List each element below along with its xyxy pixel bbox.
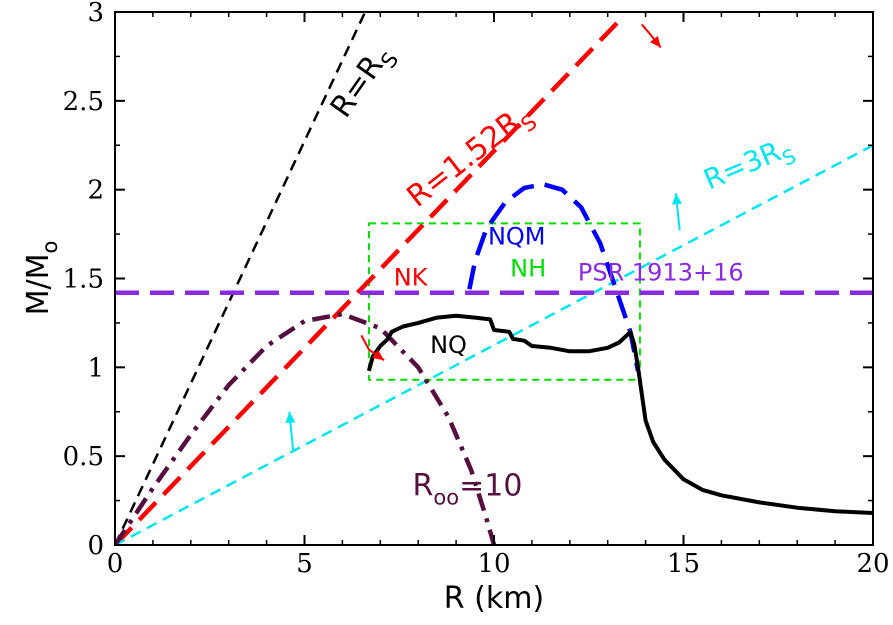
label-nh: NH bbox=[510, 255, 546, 283]
arrow-head bbox=[285, 411, 296, 424]
arrow-head bbox=[649, 35, 661, 48]
y-tick-label: 1 bbox=[87, 353, 104, 383]
x-tick-label: 5 bbox=[296, 549, 313, 579]
label-roo-subscript: oo bbox=[433, 485, 459, 509]
y-tick-label: 0 bbox=[87, 531, 104, 561]
label-nqm-text: NQM bbox=[488, 223, 546, 251]
arrow-head bbox=[672, 193, 683, 205]
nh-range-box bbox=[367, 222, 641, 381]
y-axis-title-main: M/M bbox=[21, 253, 56, 315]
y-tick-label: 2.5 bbox=[63, 87, 104, 117]
label-nqm: NQM bbox=[488, 223, 546, 251]
y-tick-label: 3 bbox=[87, 0, 104, 28]
plot-content bbox=[115, 12, 873, 545]
x-axis-title: R (km) bbox=[444, 581, 544, 616]
y-tick-label: 0.5 bbox=[63, 442, 104, 472]
series-line-nq bbox=[366, 313, 873, 515]
y-tick-label: 2 bbox=[87, 176, 104, 206]
label-nh-text: NH bbox=[510, 255, 546, 283]
series-line-roo bbox=[115, 311, 497, 545]
y-axis-title: M/Mo bbox=[21, 241, 62, 316]
label-roo-text: R bbox=[413, 468, 434, 503]
x-tick-label: 20 bbox=[856, 549, 889, 579]
series-line-r152 bbox=[115, 19, 621, 545]
label-roo-tail: =10 bbox=[459, 468, 522, 503]
y-axis-title-subscript: o bbox=[38, 241, 62, 254]
label-psr: PSR 1913+16 bbox=[578, 258, 744, 286]
x-tick-label: 0 bbox=[107, 549, 124, 579]
label-nq-text: NQ bbox=[430, 331, 467, 359]
y-tick-label: 1.5 bbox=[63, 265, 104, 295]
label-psr-text: PSR 1913+16 bbox=[578, 258, 744, 286]
axis-ticks bbox=[114, 11, 874, 546]
series-line-rs bbox=[115, 12, 367, 545]
label-roo: Roo=10 bbox=[413, 468, 523, 509]
label-nk: NK bbox=[394, 264, 429, 292]
label-nq: NQ bbox=[430, 331, 467, 359]
axis-tick-labels: 0 5 10 15 20 0 0.5 1 1.5 2 2.5 3 bbox=[63, 0, 890, 579]
series-line-nqm bbox=[467, 182, 641, 372]
x-tick-label: 15 bbox=[667, 549, 700, 579]
label-nk-text: NK bbox=[394, 264, 429, 292]
arrow-head bbox=[372, 349, 385, 361]
x-tick-label: 10 bbox=[477, 549, 510, 579]
